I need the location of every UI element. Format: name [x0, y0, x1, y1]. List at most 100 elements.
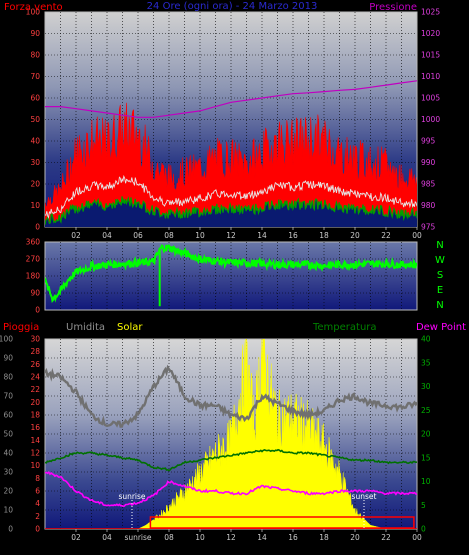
dewpoint-label: Dew Point — [416, 322, 466, 333]
pressure-label: Pressione — [369, 2, 417, 13]
x-tick-label: 18 — [319, 533, 329, 542]
x-tick-label: 16 — [288, 231, 298, 240]
wind-y-axis-ticks: 0 10 20 30 40 50 60 70 80 90 100 — [26, 8, 41, 232]
x-tick-label: 14 — [257, 533, 267, 542]
humidity-label: Umidita — [66, 322, 105, 333]
y-tick-label: 10 — [30, 461, 40, 470]
y-tick-label: 70 — [30, 72, 40, 81]
y-tick-label: 22 — [30, 385, 40, 394]
x-tick-label: 18 — [319, 231, 329, 240]
y-tick-label: 20 — [30, 180, 40, 189]
compass-letter: N — [436, 300, 443, 311]
y-tick-label: 70 — [3, 392, 13, 401]
compass-letter: W — [435, 255, 445, 266]
y-tick-label: 80 — [30, 51, 40, 60]
x-tick-label: 02 — [71, 533, 81, 542]
rain-frame — [149, 516, 415, 529]
y-tick-label: 24 — [30, 373, 40, 382]
wind-direction-series — [45, 244, 417, 303]
x-tick-label: 16 — [288, 533, 298, 542]
y-tick-label: 100 — [0, 335, 13, 344]
y-tick-label: 90 — [30, 29, 40, 38]
x-tick-label: 12 — [226, 231, 236, 240]
y-tick-label: 990 — [421, 158, 436, 167]
rain-label: Pioggia — [3, 322, 39, 333]
y-tick-label: 0 — [35, 525, 40, 534]
dewpoint-series — [45, 470, 417, 508]
y-tick-label: 12 — [30, 449, 40, 458]
y-tick-label: 50 — [3, 430, 13, 439]
y-tick-label: 985 — [421, 180, 436, 189]
y-tick-label: 35 — [421, 358, 431, 367]
pressure-y-axis-ticks: 975 980 985 990 995 1000 1005 1010 1015 1020 1025 — [421, 8, 440, 232]
y-tick-label: 40 — [421, 335, 431, 344]
wind-gust-series — [45, 102, 417, 227]
compass-letter: E — [437, 285, 443, 296]
y-tick-label: 40 — [30, 137, 40, 146]
x-tick-label: 04 — [102, 533, 112, 542]
y-tick-label: 1010 — [421, 72, 440, 81]
x-tick-label: 12 — [226, 533, 236, 542]
y-tick-label: 100 — [26, 8, 41, 17]
x-tick-label: 08 — [164, 533, 174, 542]
x-tick-label: 00 — [412, 533, 422, 542]
y-tick-label: 20 — [421, 430, 431, 439]
x-tick-label: 06 — [133, 231, 143, 240]
x-tick-label: 22 — [381, 533, 391, 542]
y-tick-label: 360 — [26, 238, 41, 247]
chart-title: 24 Ore (ogni ora) - 24 Marzo 2013 — [147, 1, 318, 12]
x-tick-label: 10 — [195, 533, 205, 542]
y-tick-label: 0 — [35, 306, 40, 315]
y-tick-label: 60 — [3, 411, 13, 420]
humidity-series — [45, 364, 417, 428]
direction-panel-data — [45, 244, 417, 307]
y-tick-label: 30 — [421, 382, 431, 391]
y-tick-label: 6 — [35, 487, 40, 496]
sunset-annotation: sunset — [352, 492, 377, 501]
y-tick-label: 15 — [421, 453, 431, 462]
y-tick-label: 1000 — [421, 115, 440, 124]
y-tick-label: 20 — [30, 398, 40, 407]
y-tick-label: 5 — [421, 501, 426, 510]
wind-low-series — [45, 196, 417, 225]
x-tick-label: 20 — [350, 231, 360, 240]
y-tick-label: 25 — [421, 406, 431, 415]
y-tick-label: 80 — [3, 373, 13, 382]
y-tick-label: 14 — [30, 436, 40, 445]
y-tick-label: 30 — [30, 335, 40, 344]
wind-low-fill — [45, 196, 417, 227]
y-tick-label: 10 — [421, 477, 431, 486]
y-tick-label: 26 — [30, 360, 40, 369]
temperature-y-axis-ticks: 0 5 10 15 20 25 30 35 40 — [421, 335, 431, 534]
compass-letter: S — [437, 270, 443, 281]
y-tick-label: 180 — [26, 272, 41, 281]
y-tick-label: 270 — [26, 255, 41, 264]
y-tick-label: 1020 — [421, 29, 440, 38]
temperature-label: Temperatura — [312, 322, 377, 333]
y-tick-label: 90 — [3, 354, 13, 363]
y-tick-label: 10 — [30, 201, 40, 210]
temperature-series — [45, 448, 417, 472]
y-tick-label: 30 — [3, 468, 13, 477]
solar-series — [45, 339, 417, 529]
y-tick-label: 30 — [30, 158, 40, 167]
x-tick-label: 08 — [164, 231, 174, 240]
x-tick-label: 22 — [381, 231, 391, 240]
temp-x-axis-ticks: 02 04 sunrise 08 10 12 14 16 18 20 22 00 — [71, 529, 422, 542]
temp-panel-data — [45, 339, 417, 529]
y-tick-label: 2 — [35, 512, 40, 521]
y-tick-label: 60 — [30, 94, 40, 103]
x-tick-label: 00 — [412, 231, 422, 240]
x-tick-label: sunrise — [124, 533, 151, 542]
y-tick-label: 0 — [421, 525, 426, 534]
y-tick-label: 8 — [35, 474, 40, 483]
wind-panel-data — [45, 80, 417, 227]
y-tick-label: 18 — [30, 411, 40, 420]
y-tick-label: 40 — [3, 449, 13, 458]
x-tick-label: 04 — [102, 231, 112, 240]
y-tick-label: 90 — [30, 289, 40, 298]
